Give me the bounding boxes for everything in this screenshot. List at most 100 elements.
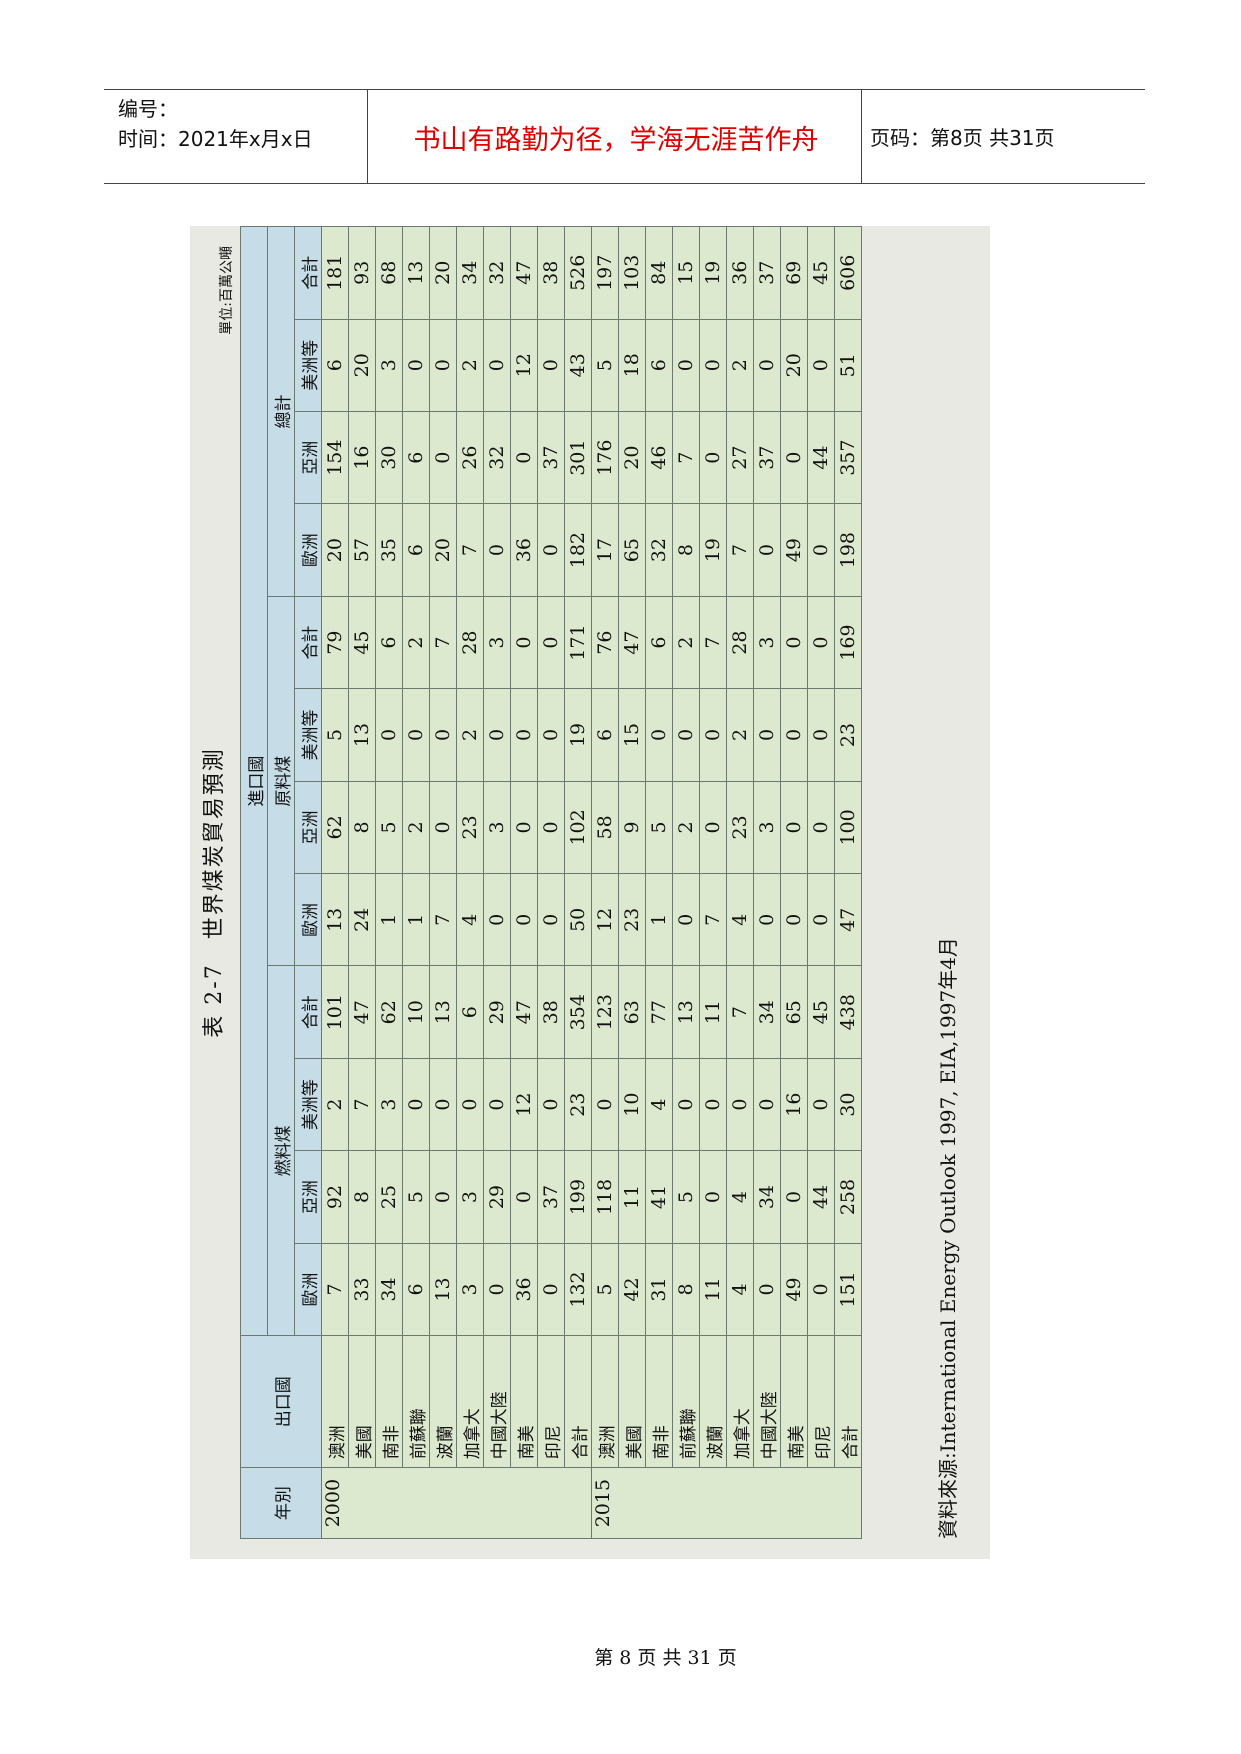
value-cell: 0 (807, 1058, 835, 1151)
value-cell: 0 (753, 1243, 781, 1336)
value-cell: 20 (348, 319, 376, 412)
value-cell: 36 (510, 1243, 538, 1336)
value-cell: 6 (456, 965, 484, 1059)
value-cell: 16 (348, 411, 376, 504)
unit: 單位:百萬公噸 (219, 246, 235, 335)
subcolumn-header: 美洲等 (294, 1058, 322, 1151)
subcolumn-header: 亞洲 (294, 1150, 322, 1244)
value-cell: 77 (645, 965, 673, 1059)
value-cell: 49 (780, 503, 808, 597)
value-cell: 5 (591, 1243, 619, 1336)
value-cell: 0 (807, 596, 835, 689)
data-row: 中國大陸 0 29 0 29 0 3 0 3 0 32 0 32 (483, 226, 511, 1539)
value-cell: 2 (456, 319, 484, 412)
value-cell: 0 (753, 319, 781, 412)
value-cell: 37 (537, 411, 565, 504)
value-cell: 7 (429, 873, 457, 966)
value-cell: 17 (591, 503, 619, 597)
value-cell: 46 (645, 411, 673, 504)
value-cell: 45 (807, 226, 835, 320)
value-cell: 4 (726, 873, 754, 966)
value-cell: 19 (699, 226, 727, 320)
value-cell: 0 (780, 688, 808, 782)
value-cell: 32 (483, 411, 511, 504)
value-cell: 16 (780, 1058, 808, 1151)
value-cell: 0 (807, 688, 835, 782)
country-cell: 合計 (564, 1335, 592, 1468)
value-cell: 0 (537, 596, 565, 689)
value-cell: 36 (510, 503, 538, 597)
value-cell: 0 (510, 596, 538, 689)
value-cell: 5 (375, 781, 403, 874)
value-cell: 0 (375, 688, 403, 782)
value-cell: 10 (618, 1058, 646, 1151)
value-cell: 47 (618, 596, 646, 689)
value-cell: 32 (483, 226, 511, 320)
value-cell: 0 (672, 319, 700, 412)
value-cell: 41 (645, 1150, 673, 1244)
value-cell: 0 (753, 873, 781, 966)
value-cell: 182 (564, 503, 592, 597)
value-cell: 7 (456, 503, 484, 597)
value-cell: 9 (618, 781, 646, 874)
subcolumn-header: 合計 (294, 965, 322, 1059)
value-cell: 15 (672, 226, 700, 320)
number-label: 编号： (118, 97, 178, 121)
value-cell: 7 (726, 503, 754, 597)
value-cell: 0 (510, 781, 538, 874)
value-cell: 38 (537, 226, 565, 320)
value-cell: 45 (807, 965, 835, 1059)
country-cell: 美國 (618, 1335, 646, 1468)
value-cell: 0 (699, 411, 727, 504)
value-cell: 0 (807, 503, 835, 597)
value-cell: 169 (834, 596, 862, 689)
value-cell: 44 (807, 411, 835, 504)
value-cell: 0 (807, 319, 835, 412)
value-cell: 93 (348, 226, 376, 320)
value-cell: 0 (456, 1058, 484, 1151)
value-cell: 5 (402, 1150, 430, 1244)
value-cell: 0 (402, 1058, 430, 1151)
subcolumn-header: 美洲等 (294, 688, 322, 782)
value-cell: 20 (321, 503, 349, 597)
group-header: 燃料煤 (267, 965, 295, 1336)
value-cell: 2 (672, 596, 700, 689)
value-cell: 7 (699, 873, 727, 966)
value-cell: 57 (348, 503, 376, 597)
value-cell: 118 (591, 1150, 619, 1244)
value-cell: 51 (834, 319, 862, 412)
value-cell: 3 (375, 319, 403, 412)
value-cell: 68 (375, 226, 403, 320)
value-cell: 34 (753, 965, 781, 1059)
value-cell: 11 (618, 1150, 646, 1244)
value-cell: 606 (834, 226, 862, 320)
value-cell: 36 (726, 226, 754, 320)
subcolumn-header: 合計 (294, 596, 322, 689)
year-cell: 2015 (591, 1467, 862, 1539)
value-cell: 23 (834, 688, 862, 782)
value-cell: 4 (645, 1058, 673, 1151)
value-cell: 6 (645, 596, 673, 689)
value-cell: 13 (429, 1243, 457, 1336)
value-cell: 102 (564, 781, 592, 874)
separator (861, 90, 862, 183)
country-cell: 合計 (834, 1335, 862, 1468)
country-cell: 印尼 (537, 1335, 565, 1468)
value-cell: 20 (429, 503, 457, 597)
value-cell: 2 (402, 596, 430, 689)
country-cell: 南美 (780, 1335, 808, 1468)
value-cell: 65 (780, 965, 808, 1059)
value-cell: 0 (537, 688, 565, 782)
rotated-content: 表 2-7 世界煤炭貿易預測 單位:百萬公噸 年別 出口國 進口國 燃料煤 原料煤 總計歐… (190, 226, 990, 1559)
data-row: 加拿大 4 4 0 7 4 23 2 28 7 27 2 36 (726, 226, 754, 1539)
value-cell: 0 (807, 1243, 835, 1336)
value-cell: 6 (402, 411, 430, 504)
scanned-table: 表 2-7 世界煤炭貿易預測 單位:百萬公噸 年別 出口國 進口國 燃料煤 原料煤 總計歐… (190, 226, 990, 1559)
value-cell: 0 (672, 1058, 700, 1151)
page-footer: 第 8 页 共 31 页 (594, 1647, 737, 1669)
value-cell: 3 (483, 781, 511, 874)
value-cell: 23 (618, 873, 646, 966)
value-cell: 42 (618, 1243, 646, 1336)
value-cell: 0 (537, 873, 565, 966)
country-cell: 中國大陸 (753, 1335, 781, 1468)
